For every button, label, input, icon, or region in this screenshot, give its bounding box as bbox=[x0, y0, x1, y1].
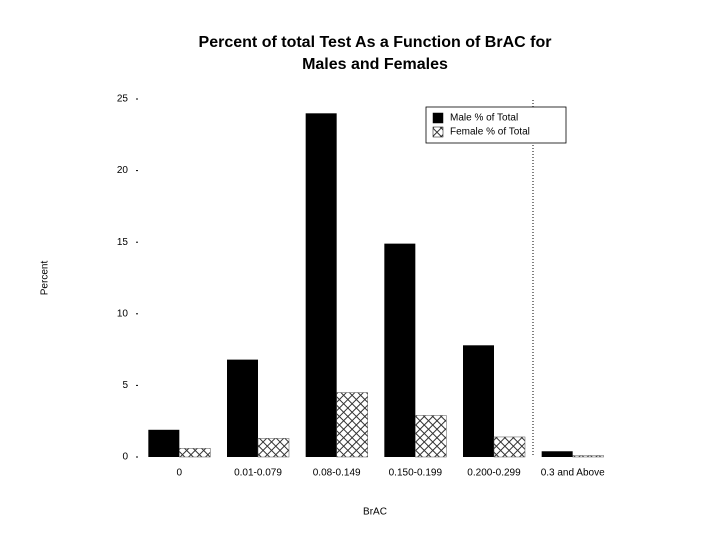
x-tick-label: 0.150-0.199 bbox=[389, 468, 443, 479]
bar bbox=[227, 359, 258, 457]
y-tick-label: 0 bbox=[122, 452, 128, 463]
bar bbox=[179, 448, 211, 458]
bar bbox=[384, 243, 416, 457]
bar bbox=[493, 436, 526, 458]
bar bbox=[305, 113, 337, 457]
bar bbox=[415, 415, 447, 458]
y-tick-label: 20 bbox=[117, 165, 129, 176]
chart-title: Males and Females bbox=[302, 56, 448, 73]
bar bbox=[336, 392, 368, 458]
x-tick-label: 0.01-0.079 bbox=[234, 468, 282, 479]
y-tick-label: 5 bbox=[122, 380, 128, 391]
x-axis-title: BrAC bbox=[363, 507, 387, 518]
x-tick-label: 0.200-0.299 bbox=[467, 468, 521, 479]
bar bbox=[148, 429, 180, 457]
x-tick-label: 0 bbox=[177, 468, 183, 479]
legend-label: Male % of Total bbox=[450, 113, 518, 124]
legend-swatch bbox=[432, 126, 444, 138]
bar bbox=[257, 438, 290, 458]
bar bbox=[572, 455, 604, 458]
bar bbox=[463, 345, 494, 457]
y-tick-label: 25 bbox=[117, 94, 129, 105]
x-tick-label: 0.3 and Above bbox=[541, 468, 605, 479]
legend-swatch bbox=[432, 112, 444, 124]
y-tick-label: 15 bbox=[117, 237, 129, 248]
chart-title: Percent of total Test As a Function of B… bbox=[199, 34, 552, 51]
legend-box bbox=[425, 106, 567, 144]
bar bbox=[541, 451, 573, 457]
x-tick-label: 0.08-0.149 bbox=[313, 468, 361, 479]
y-axis-title: Percent bbox=[40, 261, 51, 296]
legend-label: Female % of Total bbox=[450, 127, 530, 138]
y-tick-label: 10 bbox=[117, 308, 129, 319]
